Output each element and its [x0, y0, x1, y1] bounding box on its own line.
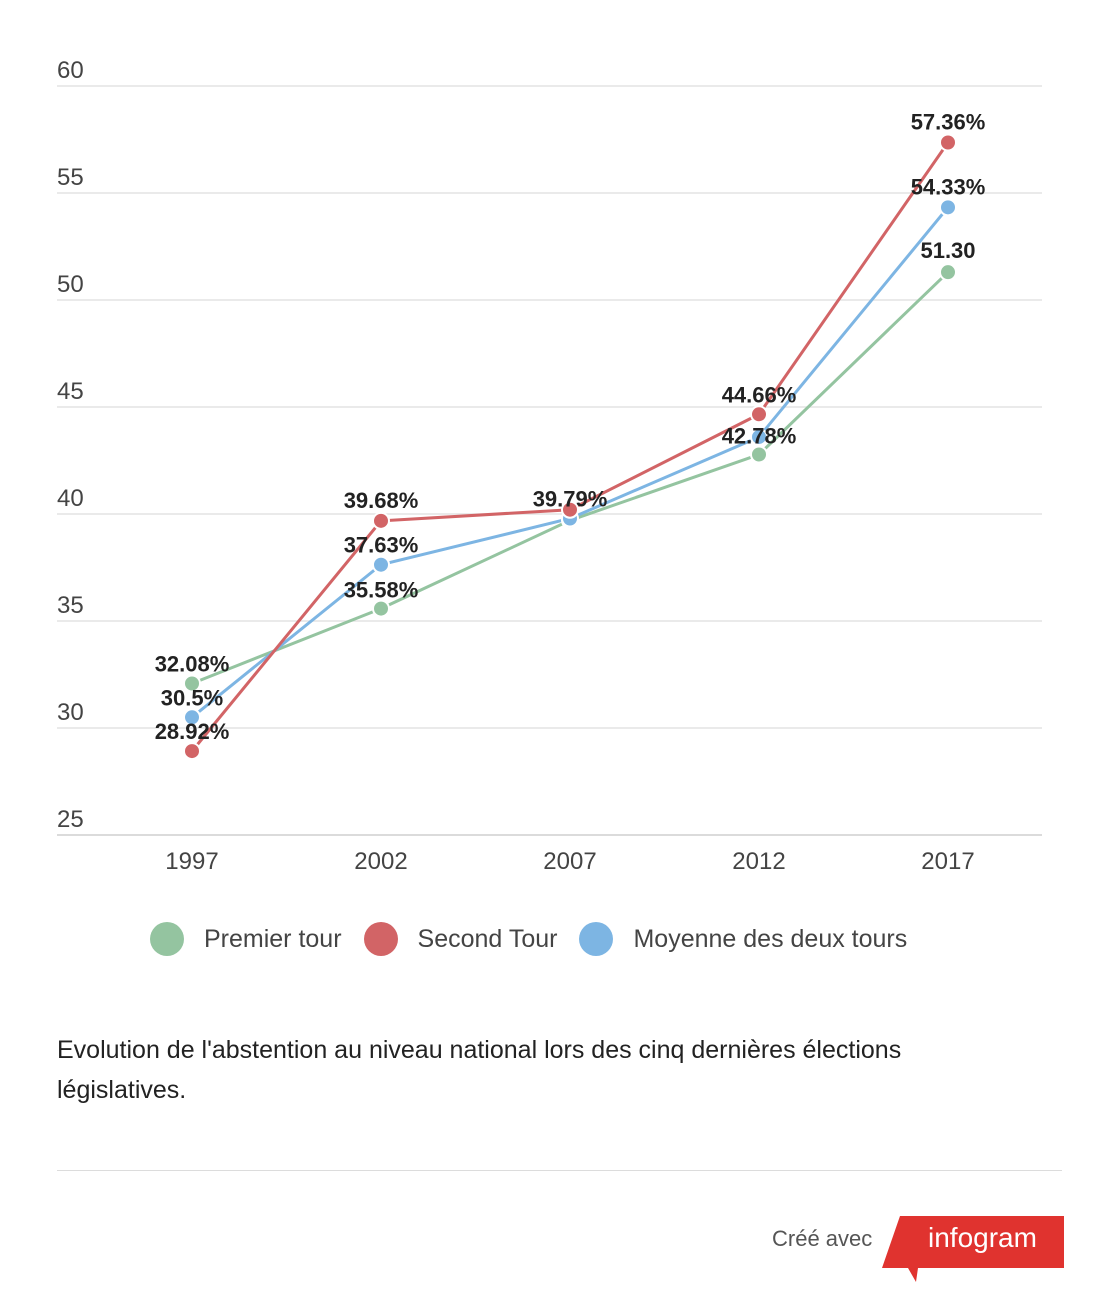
legend-label-moyenne: Moyenne des deux tours [633, 924, 908, 953]
data-label: 54.33% [911, 174, 986, 199]
data-point [939, 263, 957, 282]
y-tick-label: 25 [57, 806, 84, 833]
infogram-brand[interactable]: infogram [928, 1222, 1037, 1253]
data-point [183, 708, 201, 727]
legend-label-second-tour: Second Tour [417, 924, 558, 953]
series-line-2 [191, 206, 950, 719]
data-label: 37.63% [344, 533, 419, 558]
line-chart: 25 30 35 40 45 50 55 60 1997 2002 2007 2012 2017 32.0… [57, 57, 1042, 875]
legend-item-premier-tour[interactable]: Premier tour [150, 922, 342, 956]
infogram-logo-badge[interactable] [878, 1212, 1068, 1286]
x-tick-label: 2012 [732, 848, 785, 875]
legend: Premier tour Second Tour Moyenne des deu… [150, 922, 929, 956]
data-point [750, 445, 768, 464]
data-point [939, 198, 957, 217]
data-point [561, 500, 579, 519]
legend-swatch-second-tour [363, 922, 398, 956]
x-tick-label: 1997 [165, 848, 218, 875]
data-label: 35.58% [344, 578, 419, 603]
data-point [939, 133, 957, 152]
data-label: 39.79% [533, 486, 608, 511]
data-point [372, 555, 390, 574]
legend-swatch-premier-tour [150, 922, 184, 956]
data-point [372, 511, 390, 530]
data-label: 32.08% [155, 651, 230, 676]
y-tick-label: 55 [57, 164, 84, 191]
x-tick-label: 2007 [543, 848, 596, 875]
data-label: 28.92% [155, 719, 230, 744]
data-point [750, 427, 768, 446]
y-tick-label: 30 [57, 699, 84, 726]
data-label: 51.30 [920, 238, 975, 263]
data-label: 42.78% [722, 424, 797, 449]
legend-item-moyenne[interactable]: Moyenne des deux tours [579, 922, 907, 956]
chart: 25 30 35 40 45 50 55 60 1997 2002 2007 2012 2017 32.0… [57, 57, 1042, 875]
credit-prefix: Créé avec [772, 1226, 873, 1251]
legend-swatch-moyenne [579, 922, 614, 956]
data-point [372, 599, 390, 618]
legend-label-premier-tour: Premier tour [204, 924, 342, 953]
data-label: 44.66% [722, 382, 797, 407]
data-point [183, 674, 201, 693]
data-label: 39.68% [344, 488, 419, 513]
y-tick-label: 45 [57, 378, 84, 405]
y-tick-label: 60 [57, 57, 84, 84]
y-tick-label: 40 [57, 485, 84, 512]
series-line-0 [191, 271, 950, 685]
y-tick-label: 35 [57, 592, 84, 619]
series-line-1 [190, 141, 950, 753]
chart-caption: Evolution de l'abstention au niveau nati… [57, 1036, 902, 1104]
y-tick-label: 50 [57, 271, 84, 298]
divider [57, 1170, 1062, 1171]
data-point [183, 742, 201, 761]
data-label: 57.36% [911, 109, 986, 134]
data-point [750, 405, 768, 424]
x-tick-label: 2002 [354, 848, 407, 875]
x-tick-label: 2017 [921, 848, 974, 875]
data-label: 30.5% [161, 685, 223, 710]
legend-item-second-tour[interactable]: Second Tour [363, 922, 558, 956]
